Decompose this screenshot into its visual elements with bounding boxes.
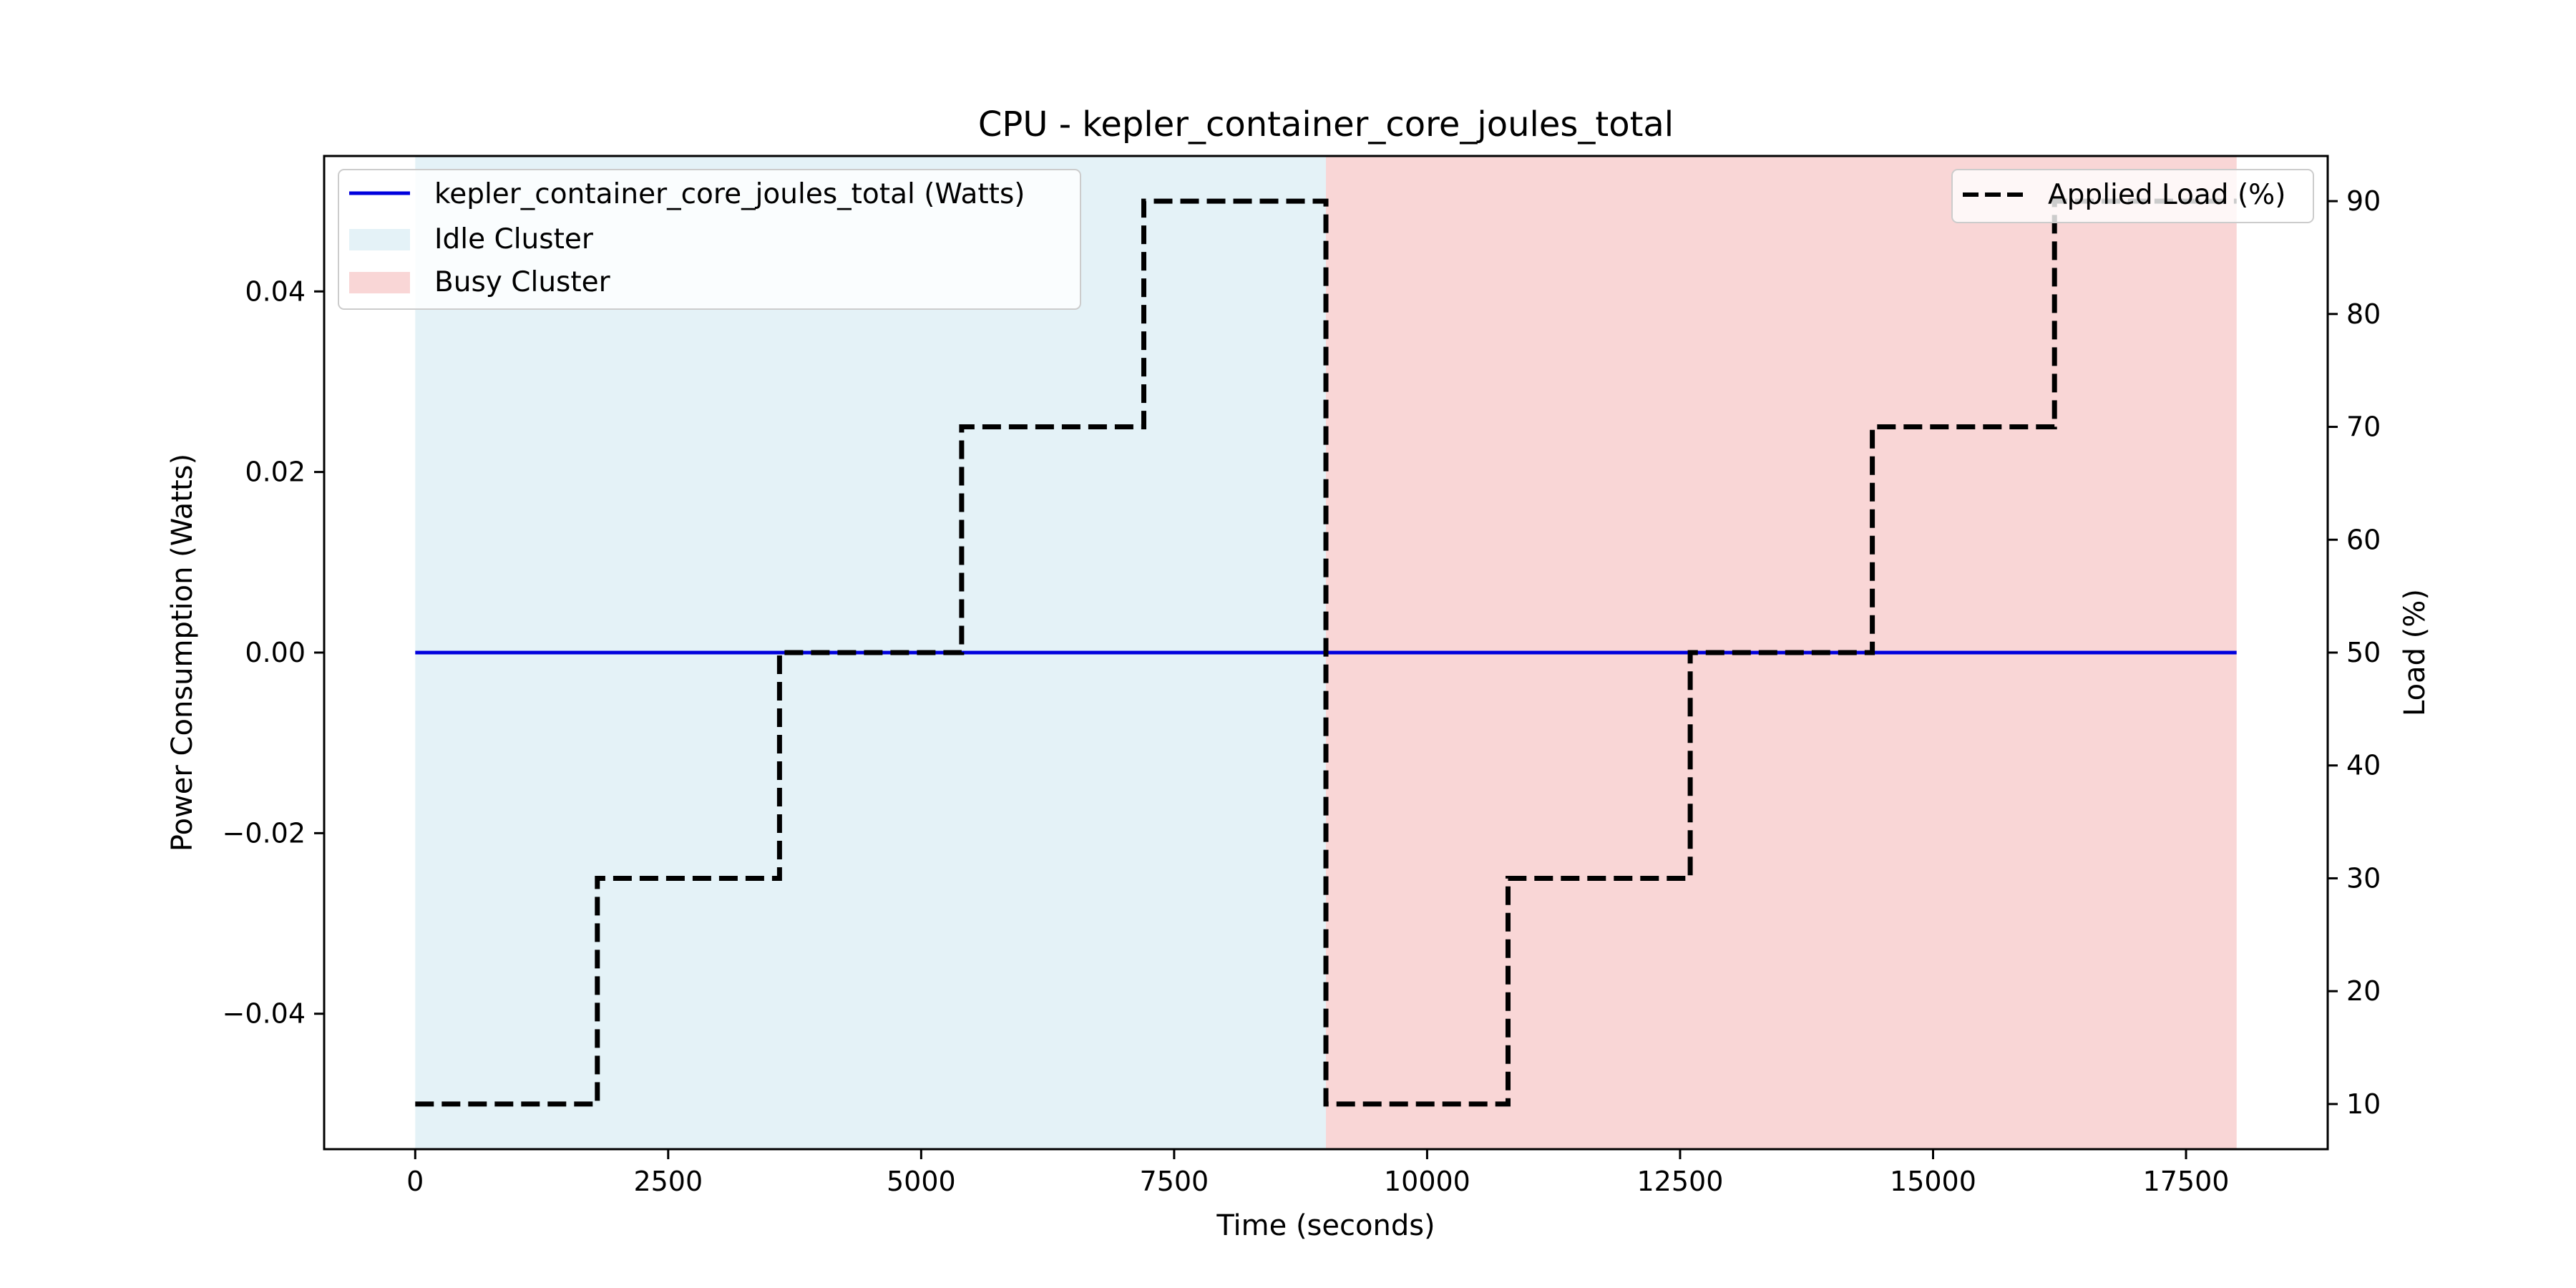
right-y-tick-label: 30 bbox=[2346, 862, 2381, 894]
legend-label-idle-cluster: Idle Cluster bbox=[434, 223, 594, 255]
legend-right-box bbox=[1951, 169, 2314, 223]
legend-left: kepler_container_core_joules_total (Watt… bbox=[338, 169, 1081, 310]
right-y-axis-ticks: 10 20 30 40 50 60 70 80 90 bbox=[2328, 185, 2381, 1120]
left-y-tick-label: 0.04 bbox=[245, 275, 306, 307]
legend-label-power: kepler_container_core_joules_total (Watt… bbox=[434, 178, 1025, 210]
right-y-tick-label: 10 bbox=[2346, 1088, 2381, 1120]
legend-right: Applied Load (%) bbox=[1951, 169, 2314, 223]
right-y-axis-label: Load (%) bbox=[2399, 589, 2431, 716]
right-y-tick-label: 50 bbox=[2346, 637, 2381, 668]
x-tick-label: 0 bbox=[406, 1166, 424, 1197]
legend-label-applied-load: Applied Load (%) bbox=[2048, 179, 2285, 211]
right-y-tick-label: 20 bbox=[2346, 975, 2381, 1007]
x-tick-label: 15000 bbox=[1890, 1166, 1976, 1197]
chart-title: CPU - kepler_container_core_joules_total bbox=[978, 104, 1674, 145]
right-y-tick-label: 70 bbox=[2346, 411, 2381, 443]
right-y-tick-label: 40 bbox=[2346, 750, 2381, 781]
left-y-axis-label: Power Consumption (Watts) bbox=[166, 454, 199, 852]
left-y-tick-label: −0.04 bbox=[223, 998, 306, 1030]
left-y-tick-label: −0.02 bbox=[223, 817, 306, 849]
x-tick-label: 2500 bbox=[633, 1166, 703, 1197]
x-tick-label: 7500 bbox=[1140, 1166, 1209, 1197]
right-y-tick-label: 90 bbox=[2346, 185, 2381, 217]
x-axis-label: Time (seconds) bbox=[1216, 1209, 1435, 1242]
series-lines bbox=[415, 198, 2237, 1107]
left-y-tick-label: 0.00 bbox=[245, 637, 306, 668]
x-axis-ticks: 0 2500 5000 7500 10000 12500 15000 17500 bbox=[406, 1149, 2229, 1197]
applied-load-line bbox=[415, 198, 2237, 1107]
legend-swatch-busy-cluster bbox=[349, 272, 410, 293]
legend-label-busy-cluster: Busy Cluster bbox=[434, 266, 611, 298]
x-tick-label: 12500 bbox=[1637, 1166, 1724, 1197]
legend-swatch-idle-cluster bbox=[349, 229, 410, 250]
legend-left-box bbox=[338, 169, 1081, 310]
x-tick-label: 5000 bbox=[887, 1166, 956, 1197]
left-y-axis-ticks: −0.04 −0.02 0.00 0.02 0.04 bbox=[223, 275, 324, 1030]
x-tick-label: 10000 bbox=[1384, 1166, 1470, 1197]
right-y-tick-label: 80 bbox=[2346, 298, 2381, 330]
right-y-tick-label: 60 bbox=[2346, 524, 2381, 555]
left-y-tick-label: 0.02 bbox=[245, 457, 306, 488]
x-tick-label: 17500 bbox=[2143, 1166, 2230, 1197]
